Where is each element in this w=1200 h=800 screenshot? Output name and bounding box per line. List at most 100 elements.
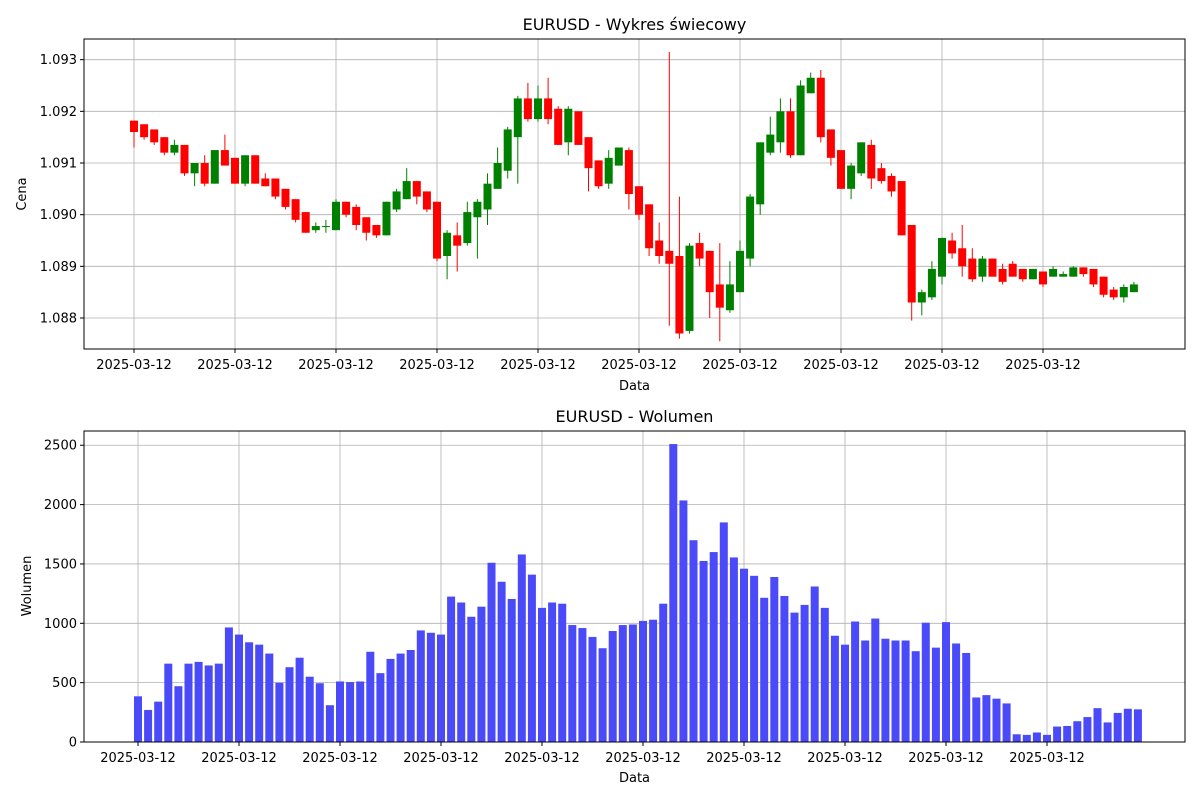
candle-y-ticks: 1.088 1.089 1.090 1.091 1.092 1.093 (40, 53, 84, 327)
volume-x-tick-label: 2025-03-12 (302, 751, 378, 766)
volume-bar (1113, 712, 1122, 742)
volume-bar (628, 624, 637, 742)
candle-body (594, 160, 603, 187)
volume-plot-frame (83, 430, 1186, 743)
candle-body (574, 111, 583, 145)
candle-body (150, 129, 159, 143)
candle-x-tick-label: 2025-03-12 (702, 358, 778, 373)
candle-body (756, 142, 765, 205)
candle-body (433, 201, 441, 259)
volume-bar (416, 630, 425, 742)
volume-bar (275, 682, 284, 742)
candle-body (443, 232, 452, 256)
volume-bar (558, 603, 567, 742)
volume-x-tick-label: 2025-03-12 (1009, 751, 1085, 766)
candle-body (847, 165, 856, 189)
volume-x-tick-label: 2025-03-12 (201, 751, 277, 766)
volume-bar (1123, 708, 1132, 742)
candle-body (1018, 268, 1027, 280)
volume-x-tick-label: 2025-03-12 (807, 751, 883, 766)
candle-gridlines (84, 39, 1185, 349)
candle-body (170, 144, 179, 153)
volume-bar (457, 602, 466, 742)
candle-body (736, 250, 744, 293)
candle-body (180, 144, 189, 174)
candle-body (715, 284, 724, 308)
volume-bar (1083, 717, 1092, 742)
candle-x-tick-label: 2025-03-12 (1005, 358, 1081, 373)
candle-body (897, 181, 906, 236)
volume-x-tick-label: 2025-03-12 (908, 751, 984, 766)
volume-bar (810, 586, 819, 742)
volume-bar (336, 681, 344, 742)
candle-body (1039, 271, 1047, 285)
volume-bar (719, 522, 728, 742)
volume-bar (1053, 726, 1062, 742)
volume-bar (841, 644, 849, 742)
volume-bar-chart: EURUSD - Wolumen 0 500 1000 1500 2000 2500 20… (20, 407, 1186, 786)
candle-body (534, 98, 542, 120)
volume-bar (184, 663, 193, 742)
volume-bar (851, 621, 860, 742)
volume-bar (568, 625, 577, 742)
candle-body (483, 183, 492, 210)
volume-bar (800, 604, 809, 742)
candle-body (958, 248, 967, 267)
candle-body (210, 150, 219, 184)
candle-body (261, 178, 270, 187)
candle-y-tick-label: 1.090 (40, 208, 77, 223)
candle-body (624, 150, 633, 194)
volume-bar (992, 698, 1001, 742)
volume-y-ticks: 0 500 1000 1500 2000 2500 (44, 439, 84, 751)
volume-bar (1012, 734, 1021, 742)
volume-bar (245, 642, 254, 742)
candle-body (392, 191, 401, 210)
volume-bar (204, 665, 213, 742)
candle-body (725, 284, 734, 311)
candle-body (695, 243, 704, 259)
volume-bar (588, 636, 597, 742)
volume-x-tick-label: 2025-03-12 (706, 751, 782, 766)
candle-body (291, 199, 300, 220)
volume-bar (669, 444, 678, 742)
volume-bar (356, 681, 365, 742)
volume-bar (366, 651, 375, 742)
candle-body (746, 196, 755, 259)
volume-bar (608, 631, 617, 742)
candle-body (342, 201, 351, 215)
candle-body (867, 144, 876, 179)
candle-body (321, 226, 330, 228)
candle-body (493, 163, 502, 189)
candle-body (422, 191, 431, 210)
candle-body (665, 250, 674, 264)
volume-bar (1073, 721, 1082, 742)
volume-bar (729, 557, 738, 742)
volume-bar (1093, 708, 1102, 742)
candle-body (382, 201, 391, 236)
candle-body (523, 98, 532, 120)
candle-body (1069, 267, 1078, 277)
volume-bar (396, 653, 405, 742)
volume-bar (224, 627, 233, 742)
candle-x-ticks: 2025-03-12 2025-03-12 2025-03-12 2025-03-12… (96, 349, 1081, 373)
candle-body (685, 245, 694, 331)
volume-y-tick-label: 2500 (44, 439, 77, 454)
candle-body (796, 85, 805, 156)
candle-body (766, 134, 775, 153)
volume-bar (962, 652, 971, 742)
candle-body (463, 212, 472, 244)
volume-bar (1002, 703, 1011, 742)
candle-body (160, 137, 169, 153)
volume-y-axis-label: Wolumen (20, 556, 35, 617)
candle-body (352, 206, 361, 225)
volume-bar (891, 640, 900, 742)
volume-bar (972, 697, 981, 742)
candle-body (1119, 287, 1128, 298)
candle-body (281, 188, 290, 207)
volume-bar (871, 618, 880, 742)
volume-bar (639, 620, 647, 742)
volume-bar (830, 635, 839, 742)
volume-bar (679, 500, 688, 742)
volume-bar (154, 701, 163, 742)
